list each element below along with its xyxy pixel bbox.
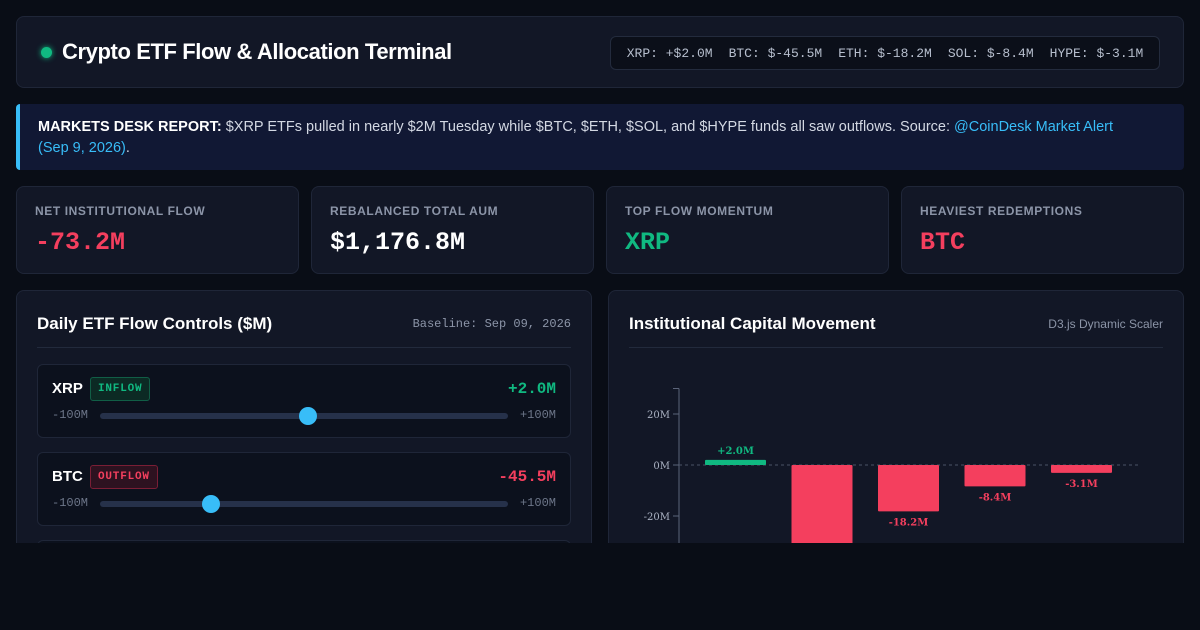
- status-badge: INFLOW: [90, 377, 151, 401]
- flow-control-xrp: XRP INFLOW +2.0M -100M +100M: [37, 364, 571, 438]
- ticker-item-xrp: XRP: +$2.0M: [626, 45, 713, 61]
- banner-source-link[interactable]: @CoinDesk Market Alert (Sep 9, 2026): [38, 119, 1113, 156]
- flow-slider-thumb[interactable]: [299, 407, 318, 425]
- app-title: Crypto ETF Flow & Allocation Terminal: [62, 39, 452, 64]
- banner-text: $XRP ETFs pulled in nearly $2M Tuesday w…: [225, 119, 950, 135]
- app-header: Crypto ETF Flow & Allocation Terminal XR…: [16, 16, 1184, 88]
- slider-max-label: +100M: [519, 496, 556, 510]
- kpi-value: $1,176.8M: [330, 228, 466, 257]
- banner-label: MARKETS DESK REPORT:: [38, 119, 222, 135]
- y-tick-label: 0M: [653, 461, 670, 472]
- flow-control-next: [37, 540, 571, 543]
- ticker-item-btc: BTC: $-45.5M: [728, 45, 823, 61]
- price-ticker: XRP: +$2.0M BTC: $-45.5M ETH: $-18.2M SO…: [610, 36, 1160, 70]
- kpi-top-momentum: TOP FLOW MOMENTUM XRP: [606, 186, 889, 274]
- capital-movement-panel: Institutional Capital Movement D3.js Dyn…: [608, 290, 1184, 543]
- divider: [629, 347, 1163, 348]
- ticker-item-eth: ETH: $-18.2M: [838, 45, 932, 61]
- kpi-label: REBALANCED TOTAL AUM: [330, 204, 499, 218]
- flow-slider-track[interactable]: [100, 407, 508, 425]
- status-badge: OUTFLOW: [90, 465, 158, 489]
- kpi-value: XRP: [625, 228, 671, 257]
- flow-value: -45.5M: [498, 468, 556, 486]
- flow-controls-panel: Daily ETF Flow Controls ($M) Baseline: S…: [16, 290, 592, 543]
- kpi-total-aum: REBALANCED TOTAL AUM $1,176.8M: [311, 186, 594, 274]
- slider-max-label: +100M: [519, 408, 556, 422]
- flow-slider-track[interactable]: [100, 495, 508, 513]
- kpi-label: NET INSTITUTIONAL FLOW: [35, 204, 206, 218]
- flow-value: +2.0M: [507, 380, 556, 398]
- bar-btc: [791, 465, 853, 543]
- kpi-label: HEAVIEST REDEMPTIONS: [920, 204, 1083, 218]
- bar-data-label: -18.2M: [889, 517, 929, 528]
- kpi-value: -73.2M: [35, 228, 126, 257]
- kpi-heaviest-redemptions: HEAVIEST REDEMPTIONS BTC: [901, 186, 1184, 274]
- live-status-dot-icon: [41, 47, 52, 58]
- kpi-value: BTC: [920, 228, 966, 257]
- viewport: Crypto ETF Flow & Allocation Terminal XR…: [16, 16, 1184, 543]
- chart-area: 20M 0M -20M +2.0M -18.2M -8.4M -3.1M: [609, 351, 1184, 543]
- bar-data-label: -8.4M: [979, 492, 1012, 503]
- baseline-date: Baseline: Sep 09, 2026: [412, 317, 571, 331]
- kpi-net-flow: NET INSTITUTIONAL FLOW -73.2M: [16, 186, 299, 274]
- slider-min-label: -100M: [52, 496, 89, 510]
- ticker-item-sol: SOL: $-8.4M: [947, 45, 1034, 61]
- flow-bar-chart: 20M 0M -20M +2.0M -18.2M -8.4M -3.1M: [644, 388, 1139, 543]
- bar-hype: [1051, 465, 1112, 473]
- bar-eth: [878, 465, 939, 512]
- asset-name: BTC: [52, 468, 83, 485]
- y-tick-label: 20M: [647, 410, 670, 421]
- kpi-label: TOP FLOW MOMENTUM: [625, 204, 774, 218]
- ticker-item-hype: HYPE: $-3.1M: [1049, 45, 1144, 61]
- panel-title: Daily ETF Flow Controls ($M): [37, 314, 273, 333]
- y-tick-label: -20M: [644, 512, 670, 523]
- banner-end: .: [125, 140, 130, 156]
- panel-title: Institutional Capital Movement: [629, 314, 876, 333]
- bar-data-label: +2.0M: [717, 446, 754, 457]
- divider: [37, 347, 571, 348]
- flow-slider-thumb[interactable]: [202, 495, 221, 513]
- bar-xrp: [705, 459, 766, 465]
- asset-name: XRP: [52, 380, 83, 397]
- slider-min-label: -100M: [52, 408, 89, 422]
- news-banner: MARKETS DESK REPORT: $XRP ETFs pulled in…: [16, 104, 1184, 170]
- flow-control-btc: BTC OUTFLOW -45.5M -100M +100M: [37, 452, 571, 526]
- bar-data-label: -3.1M: [1065, 479, 1098, 490]
- bar-sol: [964, 465, 1026, 487]
- chart-engine-label: D3.js Dynamic Scaler: [1048, 317, 1163, 331]
